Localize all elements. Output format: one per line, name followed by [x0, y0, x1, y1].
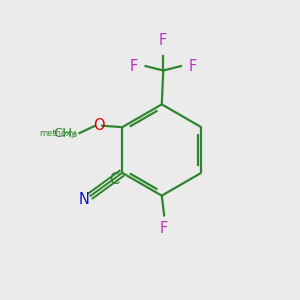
Text: F: F: [159, 33, 167, 48]
Text: C: C: [109, 172, 119, 187]
Text: methoxy: methoxy: [40, 129, 76, 138]
Text: F: F: [188, 58, 196, 74]
Text: F: F: [160, 221, 168, 236]
Text: N: N: [79, 192, 89, 207]
Text: CH₃: CH₃: [54, 127, 78, 140]
Text: O: O: [93, 118, 104, 133]
Text: F: F: [130, 58, 138, 74]
